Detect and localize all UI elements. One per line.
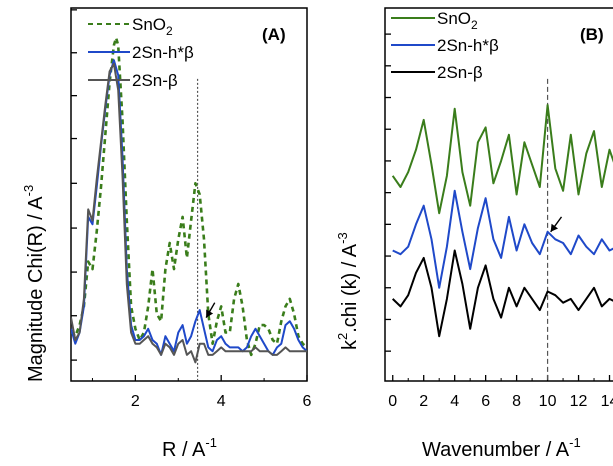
series-line-1 [71,59,307,356]
series-line-2 [392,249,613,338]
x-tick-label-1: 4 [217,393,226,410]
panel-a-legend: SnO2 2Sn-h*β 2Sn-β [88,15,194,90]
x-tick-label-6: 12 [570,393,588,410]
series-line-1 [392,189,613,289]
legend-label-0: SnO2 [437,9,478,32]
panel-a-label: (A) [262,25,286,44]
series-line-2 [71,62,307,364]
panel-a-arrow-annotation [205,302,216,318]
panel-b-y-ticks [385,33,391,352]
panel-b-label: (B) [580,25,604,44]
panel-a-series [71,36,307,364]
panel-b: 0 2 4 6 8 10 12 14 SnO2 2Sn-h*β 2Sn-β (B) Wavenum… [335,7,613,461]
panel-b-series [391,104,613,338]
x-tick-label-5: 10 [539,393,557,410]
legend-label-1: 2Sn-h*β [132,43,194,62]
x-tick-label-3: 6 [481,393,490,410]
panel-a-x-ticks: 2 4 6 [91,375,312,410]
legend-label-1: 2Sn-h*β [437,36,499,55]
panel-a: 2 4 6 SnO2 2Sn-h*β 2Sn-β (A) R / A-1 Magnitu… [21,7,312,461]
x-tick-label-7: 14 [601,393,613,410]
legend-label-2: 2Sn-β [437,63,483,82]
x-tick-label-2: 4 [450,393,459,410]
panel-b-arrow-annotation [550,216,563,233]
x-tick-label-4: 8 [512,393,521,410]
x-tick-label-0: 2 [131,393,140,410]
panel-b-x-axis-title: Wavenumber / A-1 [422,435,581,461]
panel-b-legend: SnO2 2Sn-h*β 2Sn-β [391,9,499,82]
x-tick-label-2: 6 [303,393,312,410]
legend-label-2: 2Sn-β [132,71,178,90]
panel-a-frame [70,7,308,382]
arrow-head [550,223,559,232]
panel-b-y-axis-title: k2.chi (k) / A-3 [335,232,361,350]
panel-b-x-ticks: 0 2 4 6 8 10 12 14 [388,375,613,410]
legend-label-0: SnO2 [132,15,173,38]
series-line-0 [391,104,613,215]
panel-a-y-axis-title: Magnitude Chi(R) / A-3 [21,185,47,382]
x-tick-label-0: 0 [388,393,397,410]
x-tick-label-1: 2 [419,393,428,410]
arrow-head [206,309,214,318]
series-line-0 [71,36,307,357]
panel-a-x-axis-title: R / A-1 [162,435,217,461]
panel-b-frame [384,7,613,382]
panel-a-y-ticks [71,9,77,361]
